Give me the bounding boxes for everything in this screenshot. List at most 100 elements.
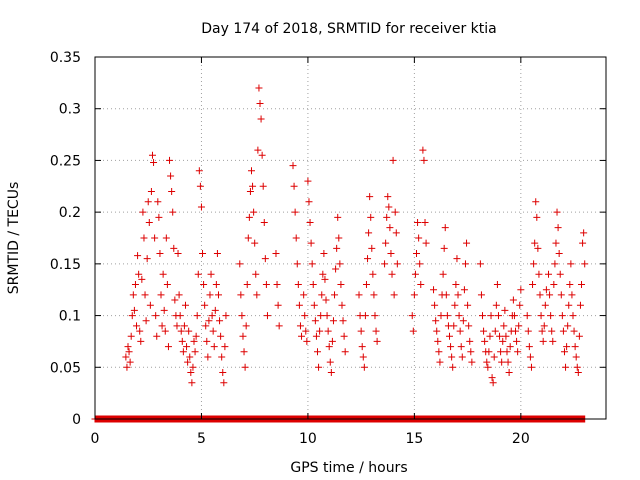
data-point-marker <box>564 322 572 330</box>
data-point-marker <box>572 353 580 361</box>
data-point-marker <box>290 182 298 190</box>
data-point-marker <box>302 327 310 335</box>
x-tick-label: 0 <box>91 431 100 447</box>
data-point-marker <box>210 343 218 351</box>
chart-title: Day 174 of 2018, SRMTID for receiver kti… <box>201 21 496 37</box>
data-point-marker <box>391 208 399 216</box>
data-point-marker <box>420 156 428 164</box>
data-point-marker <box>185 327 193 335</box>
data-point-marker <box>497 348 505 356</box>
data-point-marker <box>514 348 522 356</box>
data-point-marker <box>313 348 321 356</box>
data-point-marker <box>581 260 589 268</box>
data-point-marker <box>576 301 584 309</box>
data-point-marker <box>489 379 497 387</box>
data-point-marker <box>140 234 148 242</box>
data-point-marker <box>320 250 328 258</box>
data-point-marker <box>146 301 154 309</box>
data-point-marker <box>573 363 581 371</box>
y-axis-title: SRMTID / TECUs <box>6 182 22 295</box>
data-point-marker <box>144 198 152 206</box>
data-point-marker <box>159 270 167 278</box>
data-point-marker <box>304 177 312 185</box>
data-point-marker <box>261 255 269 263</box>
data-point-marker <box>192 332 200 340</box>
data-point-marker <box>541 301 549 309</box>
data-point-marker <box>145 218 153 226</box>
data-point-marker <box>360 363 368 371</box>
data-point-marker <box>310 301 318 309</box>
data-point-marker <box>439 270 447 278</box>
data-point-marker <box>133 322 141 330</box>
data-point-marker <box>480 327 488 335</box>
data-point-marker <box>553 208 561 216</box>
data-point-marker <box>217 332 225 340</box>
data-point-marker <box>461 260 469 268</box>
data-point-marker <box>493 281 501 289</box>
data-point-marker <box>321 275 329 283</box>
data-point-marker <box>324 327 332 335</box>
data-point-marker <box>413 250 421 258</box>
data-point-marker <box>296 322 304 330</box>
data-point-marker <box>393 260 401 268</box>
data-point-marker <box>496 332 504 340</box>
data-point-marker <box>300 291 308 299</box>
data-point-marker <box>131 281 139 289</box>
data-point-marker <box>245 213 253 221</box>
data-point-marker <box>565 301 573 309</box>
data-point-marker <box>306 218 314 226</box>
data-point-marker <box>156 250 164 258</box>
data-point-marker <box>180 322 188 330</box>
data-point-marker <box>249 182 257 190</box>
data-point-marker <box>449 363 457 371</box>
data-point-marker <box>183 343 191 351</box>
data-point-marker <box>176 312 184 320</box>
data-point-marker <box>318 291 326 299</box>
data-point-marker <box>448 353 456 361</box>
data-point-marker <box>200 281 208 289</box>
data-point-marker <box>323 312 331 320</box>
plot-frame <box>94 56 607 420</box>
data-point-marker <box>298 332 306 340</box>
data-point-marker <box>256 100 264 108</box>
data-point-marker <box>384 193 392 201</box>
data-point-marker <box>499 337 507 345</box>
data-point-marker <box>580 229 588 237</box>
data-point-marker <box>368 244 376 252</box>
data-point-marker <box>491 327 499 335</box>
data-point-marker <box>250 208 258 216</box>
data-point-marker <box>341 348 349 356</box>
data-point-marker <box>208 312 216 320</box>
data-point-marker <box>437 312 445 320</box>
x-axis-title: GPS time / hours <box>290 460 407 476</box>
y-tick-label: 0.3 <box>59 102 81 118</box>
data-point-marker <box>421 218 429 226</box>
data-point-marker <box>373 337 381 345</box>
data-point-marker <box>220 379 228 387</box>
data-point-marker <box>240 348 248 356</box>
data-point-marker <box>537 312 545 320</box>
data-point-marker <box>187 368 195 376</box>
data-point-marker <box>529 281 537 289</box>
data-point-marker <box>294 281 302 289</box>
data-point-marker <box>125 348 133 356</box>
data-point-marker <box>164 343 172 351</box>
data-point-marker <box>193 312 201 320</box>
data-point-marker <box>570 327 578 335</box>
data-point-marker <box>167 172 175 180</box>
grid-lines <box>95 57 606 419</box>
data-point-marker <box>222 312 230 320</box>
data-point-marker <box>123 363 131 371</box>
data-point-marker <box>238 312 246 320</box>
data-point-marker <box>370 291 378 299</box>
y-tick-label: 0.1 <box>59 309 81 325</box>
x-tick-label: 5 <box>197 431 206 447</box>
data-point-marker <box>209 327 217 335</box>
data-point-marker <box>559 327 567 335</box>
data-point-marker <box>151 234 159 242</box>
data-point-marker <box>147 187 155 195</box>
data-point-marker <box>516 301 524 309</box>
data-point-marker <box>166 156 174 164</box>
data-point-marker <box>160 306 168 314</box>
